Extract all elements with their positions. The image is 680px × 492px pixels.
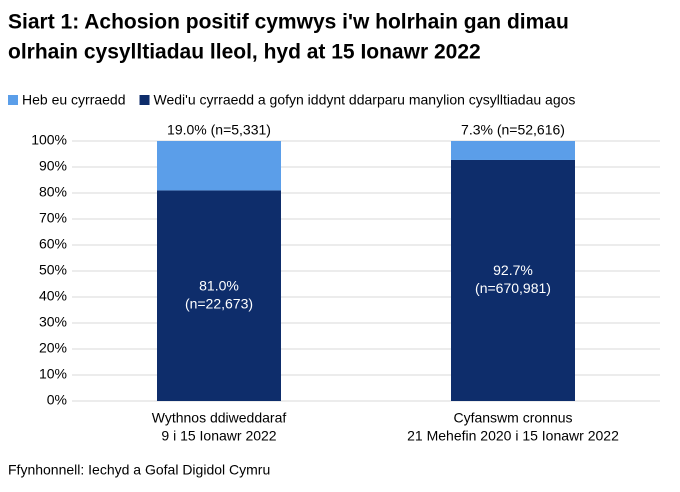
legend-label: Heb eu cyrraedd: [22, 92, 126, 108]
x-tick-label: Wythnos ddiweddaraf: [152, 410, 287, 426]
y-tick-label: 60%: [39, 236, 67, 252]
y-tick-label: 100%: [31, 132, 67, 148]
chart-title: Siart 1: Achosion positif cymwys i'w hol…: [8, 11, 569, 34]
bar-segment: [157, 141, 281, 191]
y-tick-label: 70%: [39, 210, 67, 226]
x-tick-label: 9 i 15 Ionawr 2022: [161, 428, 276, 444]
source: Ffynhonnell: Iechyd a Gofal Digidol Cymr…: [8, 462, 270, 478]
bar-segment: [157, 190, 281, 401]
data-label: (n=22,673): [185, 295, 253, 311]
chart-title: olrhain cysylltiadau lleol, hyd at 15 Io…: [8, 41, 481, 64]
y-tick-label: 50%: [39, 262, 67, 278]
y-tick-label: 90%: [39, 158, 67, 174]
y-tick-label: 20%: [39, 340, 67, 356]
data-label: 19.0% (n=5,331): [167, 122, 271, 138]
x-tick-label: 21 Mehefin 2020 i 15 Ionawr 2022: [407, 428, 619, 444]
data-label: 92.7%: [493, 262, 533, 278]
data-label: 7.3% (n=52,616): [461, 122, 565, 138]
bar-segment: [451, 159, 575, 401]
data-label: 81.0%: [199, 277, 239, 293]
y-tick-label: 40%: [39, 288, 67, 304]
y-tick-label: 0%: [47, 392, 67, 408]
x-tick-label: Cyfanswm cronnus: [453, 410, 572, 426]
legend-label: Wedi'u cyrraedd a gofyn iddynt ddarparu …: [154, 92, 576, 108]
y-tick-label: 30%: [39, 314, 67, 330]
y-tick-label: 80%: [39, 184, 67, 200]
y-tick-label: 10%: [39, 366, 67, 382]
bar-segment: [451, 141, 575, 160]
legend-swatch: [139, 95, 150, 105]
data-label: (n=670,981): [475, 280, 551, 296]
legend-swatch: [8, 95, 18, 105]
